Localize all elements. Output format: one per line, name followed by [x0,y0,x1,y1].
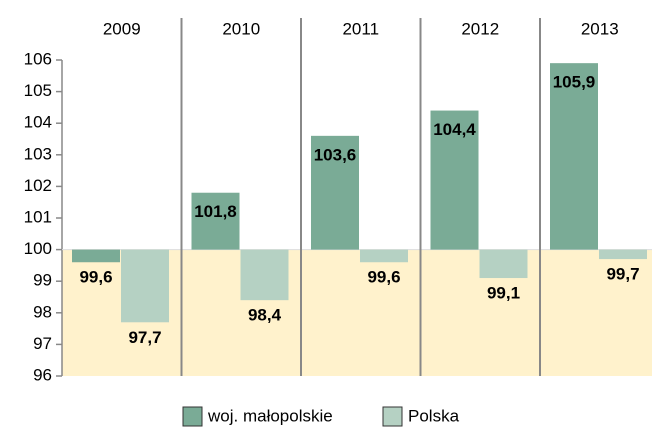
x-category-label: 2009 [103,19,141,38]
bar [191,192,240,250]
data-label: 97,7 [128,328,161,347]
y-tick-label: 97 [33,334,52,353]
y-tick-label: 98 [33,302,52,321]
data-label: 98,4 [248,306,282,325]
legend-label: Polska [408,406,460,425]
data-label: 99,6 [79,268,112,287]
y-tick-label: 104 [24,113,52,132]
bar [240,249,289,301]
y-tick-label: 105 [24,81,52,100]
data-label: 105,9 [553,73,596,92]
bar [121,249,169,323]
y-tick-label: 99 [33,271,52,290]
y-tick-label: 100 [24,239,52,258]
x-category-label: 2010 [222,19,260,38]
legend-label: woj. małopolskie [207,406,333,425]
data-label: 104,4 [433,120,476,139]
bar [599,249,647,260]
bar [550,63,598,250]
x-category-label: 2013 [581,19,619,38]
bar [430,110,479,250]
data-label: 103,6 [314,145,357,164]
bar [360,249,408,263]
y-tick-label: 106 [24,49,52,68]
bar [72,249,120,263]
y-tick-label: 103 [24,144,52,163]
legend-swatch [382,406,403,427]
x-category-label: 2011 [342,19,379,38]
y-tick-label: 101 [24,207,52,226]
data-label: 99,6 [367,268,400,287]
x-category-label: 2012 [461,19,499,38]
y-tick-label: 96 [33,365,52,384]
data-label: 99,1 [487,284,520,303]
bar [479,249,528,279]
bar [311,135,359,250]
legend-swatch [182,406,203,427]
data-label: 101,8 [194,202,237,221]
data-label: 99,7 [606,265,639,284]
y-tick-label: 102 [24,176,52,195]
